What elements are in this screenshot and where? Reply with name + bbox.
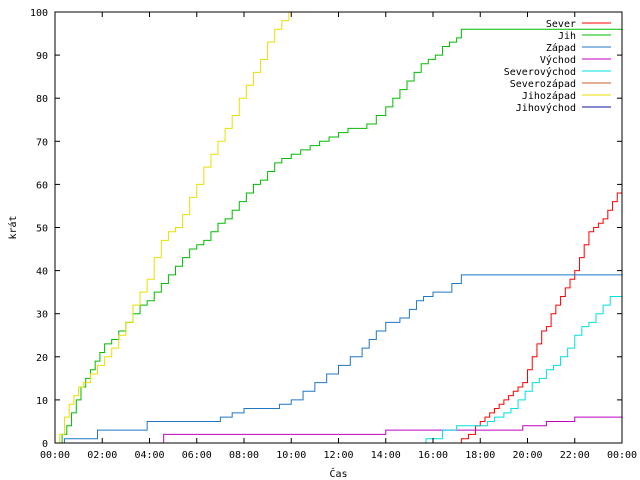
legend-label: Jih [558,31,576,42]
series-line-7 [55,12,290,444]
y-tick-label: 10 [36,396,48,407]
legend-label: Severozápad [510,78,576,90]
y-tick-label: 20 [36,353,48,364]
series-line-3 [55,274,622,444]
y-tick-label: 30 [36,310,48,321]
series-line-4 [55,416,622,444]
y-axis-label: krát [7,215,19,239]
legend-label: Severovýchod [504,66,576,78]
legend-label: Západ [546,42,576,54]
x-tick-label: 18:00 [465,450,495,461]
series-line-2 [55,28,622,444]
x-tick-label: 20:00 [512,450,542,461]
x-tick-label: 16:00 [418,450,448,461]
series-line-5 [55,292,623,444]
y-tick-label: 60 [36,180,48,191]
y-tick-label: 80 [36,94,48,105]
x-tick-label: 06:00 [182,450,212,461]
y-tick-label: 40 [36,267,48,278]
series-line-1 [445,188,623,444]
x-tick-label: 02:00 [87,450,117,461]
y-tick-label: 100 [30,8,48,19]
x-axis-label: Čas [329,467,347,480]
x-tick-label: 10:00 [276,450,306,461]
y-tick-label: 0 [42,439,48,450]
legend-label: Východ [540,54,576,66]
y-tick-label: 50 [36,224,48,235]
legend-label: Jihovýchod [516,102,576,114]
y-tick-label: 90 [36,51,48,62]
x-tick-label: 08:00 [229,450,259,461]
x-tick-label: 22:00 [560,450,590,461]
legend-label: Jihozápad [522,90,576,102]
legend-label: Sever [546,19,576,30]
x-tick-label: 14:00 [371,450,401,461]
x-tick-label: 00:00 [607,450,637,461]
legend: SeverJihZápadVýchodSeverovýchodSeverozáp… [504,19,611,114]
ticks-layer: 00:00 02:00 04:00 06:00 08:00 10:00 12:00 14:00… [30,8,637,461]
y-tick-label: 70 [36,137,48,148]
x-tick-label: 04:00 [134,450,164,461]
x-tick-label: 00:00 [40,450,70,461]
x-tick-label: 12:00 [323,450,353,461]
series-layer [55,12,623,444]
